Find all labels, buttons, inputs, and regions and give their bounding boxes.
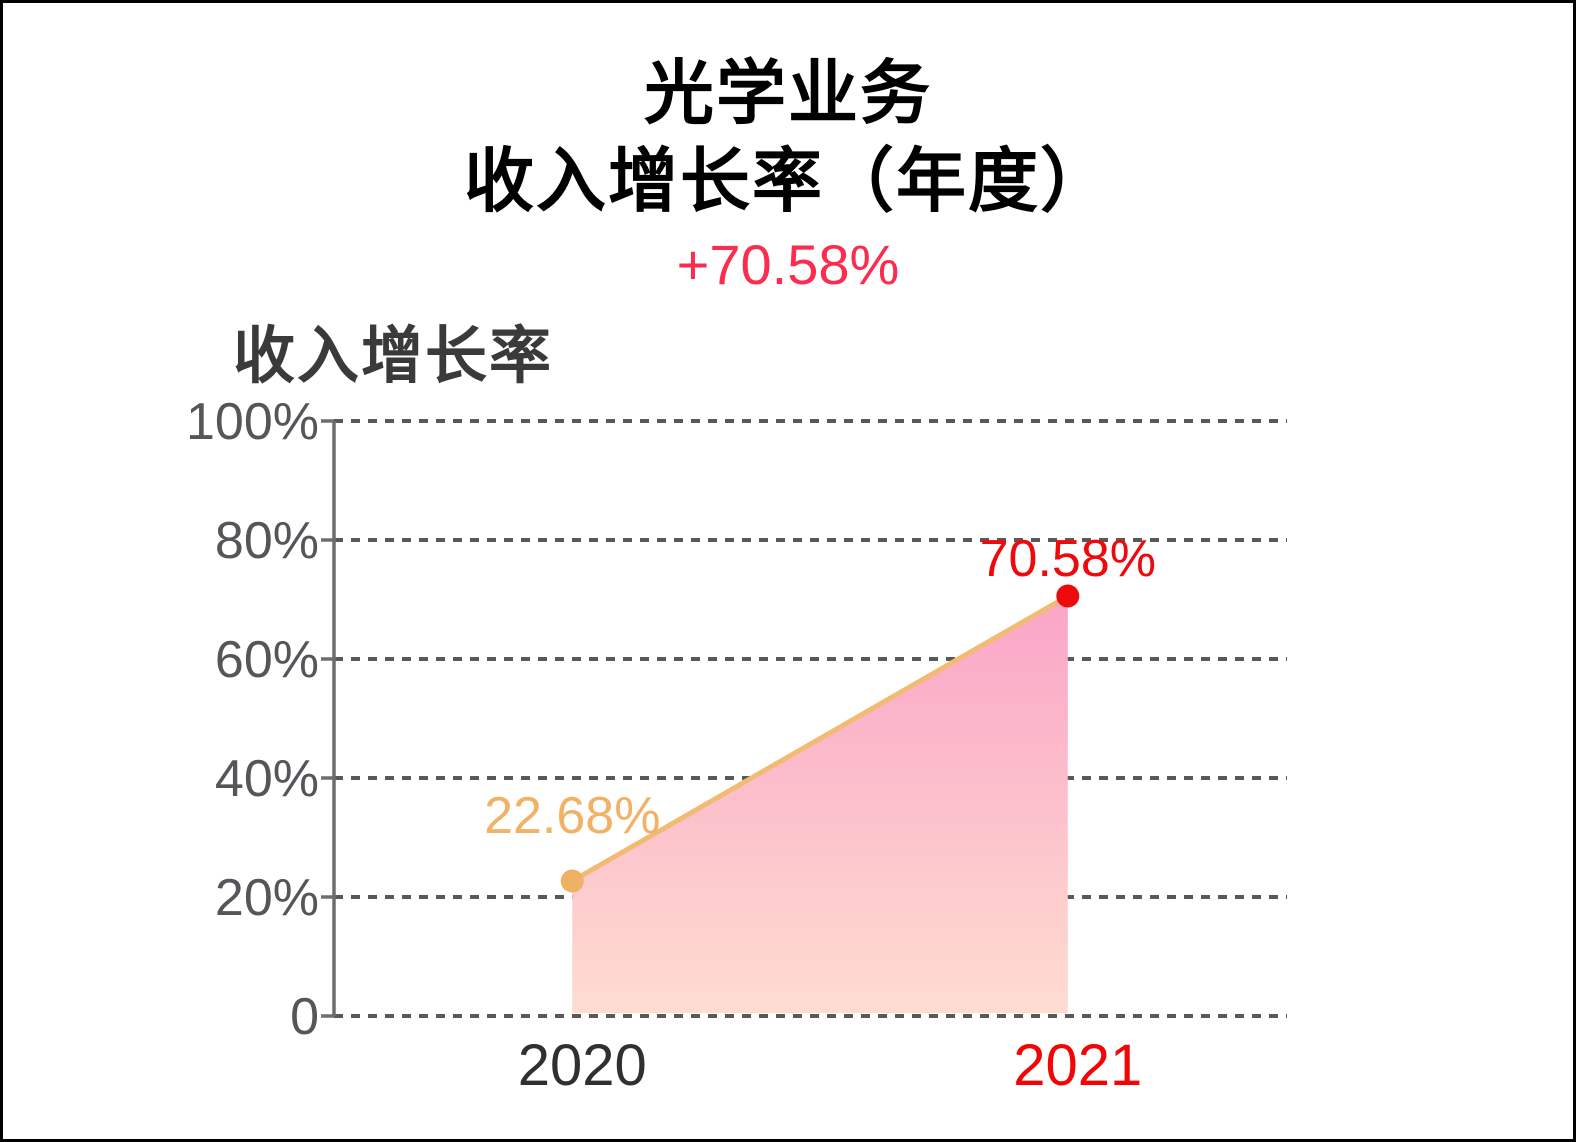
data-point-2020 — [560, 869, 584, 893]
y-tick-label: 0 — [290, 988, 319, 1046]
area-fill — [572, 596, 1068, 1013]
trend-line — [569, 593, 1071, 884]
value-labels-group: 22.68% 70.58% — [484, 530, 1156, 845]
y-tick-label: 60% — [215, 631, 319, 689]
y-tick-label: 20% — [215, 869, 319, 927]
delta-value: +70.58% — [676, 233, 900, 296]
chart-header: 光学业务 收入增长率（年度） +70.58% — [3, 49, 1573, 295]
x-axis-label-2020: 2020 — [518, 1033, 647, 1098]
chart-title-line2: 收入增长率（年度） — [464, 142, 1112, 220]
y-tick-label: 40% — [215, 750, 319, 808]
y-tick-label: 100% — [186, 393, 319, 451]
growth-area-chart: 22.68% 70.58% 100% 80% 60% 40% 20% 0 2020 2021 — [186, 393, 1287, 1098]
data-point-2021 — [1056, 584, 1080, 608]
x-axis-labels-group: 2020 2021 — [518, 1033, 1143, 1098]
x-axis-label-2021: 2021 — [1013, 1033, 1142, 1098]
value-label-2021: 70.58% — [980, 530, 1156, 588]
axis-group — [321, 419, 336, 1018]
area-series-group — [560, 584, 1080, 1013]
value-label-2020: 22.68% — [484, 787, 660, 845]
y-tick-label: 80% — [215, 512, 319, 570]
series-label: 收入增长率 — [233, 322, 554, 391]
y-axis-labels-group: 100% 80% 60% 40% 20% 0 — [186, 393, 319, 1046]
chart-title-line1: 光学业务 — [644, 54, 932, 132]
